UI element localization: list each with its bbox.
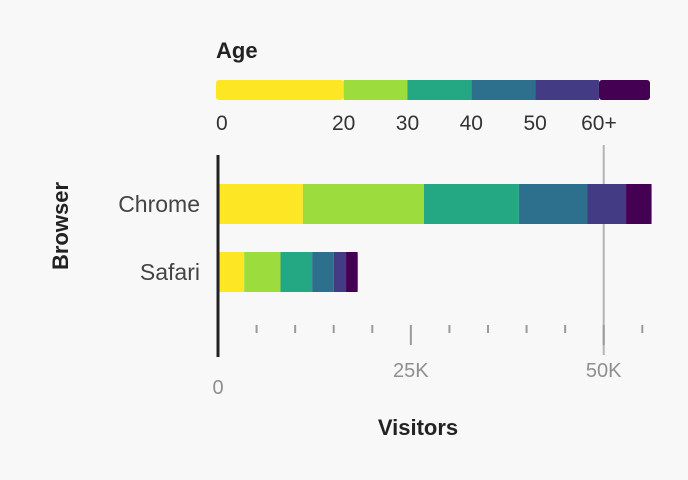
bar-safari-0-20[interactable] [218,252,245,292]
x-axis-title: Visitors [378,415,458,440]
legend-tick-label: 0 [216,112,228,135]
legend-tick-label: 50 [523,112,546,135]
age-legend: Age 0 20 30 40 50 60+ [216,38,650,135]
legend-swatch-40-50 [471,80,536,100]
bar-chrome-40-50[interactable] [518,184,588,224]
x-axis: 0 25K 50K [212,325,644,399]
legend-swatch-50-60 [535,80,599,100]
legend-tick-label: 60+ [581,112,617,135]
x-tick-label: 0 [212,377,223,399]
bar-safari-30-40[interactable] [280,252,313,292]
legend-tick-label: 40 [460,112,483,135]
bar-chrome-0-20[interactable] [218,184,303,224]
legend-swatch-30-40 [407,80,472,100]
bar-chrome-20-30[interactable] [302,184,424,224]
x-tick-label: 50K [586,360,622,382]
category-labels: Chrome Safari [118,191,200,285]
legend-title: Age [216,38,258,63]
bar-end-cap [351,252,358,292]
category-label-chrome: Chrome [118,191,200,217]
bar-end-cap [645,184,652,224]
legend-swatch-60+ [598,80,650,100]
x-tick-label: 25K [393,360,429,382]
bar-chrome-50-60[interactable] [587,184,627,224]
bar-safari-20-30[interactable] [244,252,281,292]
legend-swatch-20-30 [343,80,408,100]
bar-safari-50-60[interactable] [333,252,347,292]
legend-tick-label: 20 [332,112,355,135]
bar-safari-40-50[interactable] [312,252,334,292]
legend-tick-label: 30 [396,112,419,135]
category-label-safari: Safari [140,259,200,285]
bar-chrome-30-40[interactable] [423,184,519,224]
legend-color-ramp [216,80,650,100]
y-axis-title: Browser [48,182,73,270]
bar-area [218,184,652,292]
legend-swatch-0-20 [216,80,344,100]
legend-tick-labels: 0 20 30 40 50 60+ [216,112,617,135]
